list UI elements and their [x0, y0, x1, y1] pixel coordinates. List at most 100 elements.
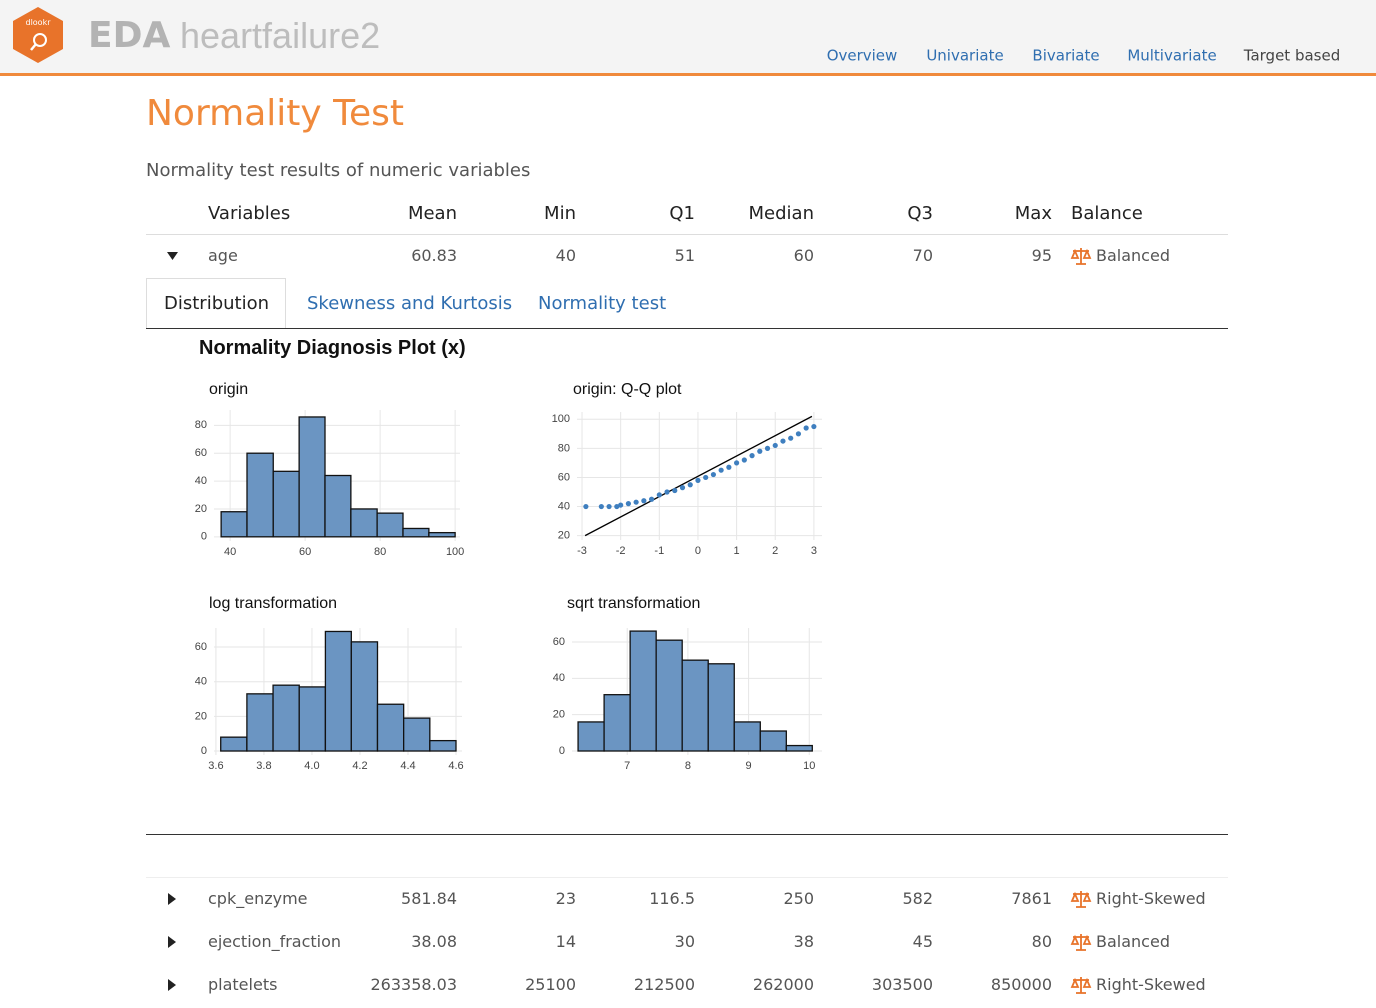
table-cell: 40	[555, 246, 576, 265]
x-tick-label: 4.4	[400, 760, 415, 772]
table-cell: Balanced	[1096, 246, 1170, 265]
x-tick-label: 1	[734, 545, 740, 557]
qq-point	[583, 503, 589, 510]
qq-point	[679, 485, 686, 491]
balance-icon	[1070, 977, 1092, 994]
y-tick-label: 40	[195, 676, 207, 688]
nav-link[interactable]: Multivariate	[1127, 46, 1217, 65]
histogram-bar	[428, 531, 456, 538]
x-tick-label: 60	[299, 546, 311, 558]
histogram-bar	[272, 684, 300, 752]
table-cell: 45	[912, 932, 933, 951]
nav-link[interactable]: Bivariate	[1032, 46, 1100, 65]
dataset-name: heartfailure2	[180, 15, 381, 56]
nav-link[interactable]: Univariate	[926, 46, 1004, 65]
y-tick-label: 60	[195, 447, 207, 459]
qq-point	[664, 489, 670, 495]
column-header: Median	[748, 203, 814, 224]
logo-text: dlookr	[25, 18, 51, 27]
collapse-arrow	[167, 252, 178, 260]
chart-title: sqrt transformation	[567, 595, 700, 612]
chart-title: origin: Q-Q plot	[573, 381, 682, 398]
histogram-bar	[272, 470, 300, 538]
expand-arrow	[168, 893, 176, 905]
y-tick-label: 60	[553, 636, 565, 648]
y-tick-label: 0	[201, 531, 207, 543]
x-tick-label: 9	[746, 760, 752, 772]
histogram-bar	[577, 721, 605, 752]
y-tick-label: 20	[195, 710, 207, 722]
nav-link[interactable]: Overview	[826, 46, 898, 65]
reference-line	[584, 415, 813, 537]
chart-title: log transformation	[209, 595, 337, 612]
qq-point	[598, 503, 604, 510]
qq-point	[710, 471, 717, 478]
y-tick-label: 20	[558, 530, 570, 542]
y-tick-label: 20	[553, 709, 565, 721]
table-cell: 850000	[990, 975, 1052, 994]
histogram-bar	[733, 721, 761, 752]
header: dlookr EDA heartfailure2 Overview Univar…	[0, 0, 1376, 76]
histogram-bar	[402, 527, 430, 538]
qq-point	[641, 498, 647, 504]
table-cell: Balanced	[1096, 932, 1170, 951]
qq-point	[780, 438, 786, 444]
y-tick-label: 40	[558, 500, 570, 512]
table-cell: 14	[555, 932, 576, 951]
table-cell: 212500	[633, 975, 695, 994]
y-tick-label: 20	[195, 503, 207, 515]
histogram-bar	[298, 686, 327, 752]
histogram-bar	[220, 511, 248, 538]
tab[interactable]: Normality test	[538, 293, 667, 314]
tab[interactable]: Skewness and Kurtosis	[307, 293, 513, 314]
subtitle: Normality test results of numeric variab…	[146, 160, 531, 181]
logo: dlookr	[13, 7, 63, 63]
x-tick-label: 3.8	[256, 760, 271, 772]
table-cell: 262000	[752, 975, 814, 994]
qq-point	[764, 445, 771, 451]
table-cell: 116.5	[649, 889, 695, 908]
nav-link[interactable]: Target based	[1243, 46, 1341, 65]
x-tick-label: 2	[772, 545, 778, 557]
y-tick-label: 40	[195, 475, 207, 487]
histogram-bar	[707, 663, 735, 752]
column-header: Balance	[1071, 203, 1143, 224]
active-tab[interactable]	[146, 278, 286, 329]
balance-icon	[1070, 934, 1092, 951]
balance-icon	[1070, 891, 1092, 908]
qq-point	[625, 501, 631, 507]
x-tick-label: 3.6	[208, 760, 223, 772]
qq-point	[633, 499, 639, 505]
x-tick-label: 7	[624, 760, 630, 772]
table-cell: 263358.03	[370, 975, 457, 994]
tab[interactable]: Distribution	[164, 293, 270, 314]
table-cell: 38.08	[411, 932, 457, 951]
y-tick-label: 80	[195, 419, 207, 431]
y-tick-label: 60	[195, 641, 207, 653]
histogram-bar	[324, 630, 352, 752]
app-title: EDA	[88, 15, 171, 56]
y-tick-label: 60	[558, 471, 570, 483]
histogram-bar	[629, 630, 657, 752]
balance-icon	[1070, 248, 1092, 265]
icon-part	[1070, 891, 1092, 908]
detail-rule	[146, 834, 1228, 835]
x-tick-label: 10	[803, 760, 815, 772]
qq-point	[788, 435, 794, 441]
histogram-bar	[298, 416, 326, 538]
column-header: Q1	[669, 203, 695, 224]
y-tick-label: 0	[559, 745, 565, 757]
table-cell: Right-Skewed	[1096, 975, 1206, 994]
table-cell: 581.84	[401, 889, 457, 908]
histogram-bar	[246, 452, 274, 538]
histogram-bar	[376, 703, 405, 752]
table-cell: 23	[555, 889, 576, 908]
x-tick-label: -3	[577, 545, 587, 557]
chart-title: origin	[209, 381, 248, 398]
table-cell: platelets	[208, 975, 278, 994]
y-tick-label: 80	[558, 442, 570, 454]
qq-point	[795, 431, 802, 437]
table-cell: 25100	[525, 975, 576, 994]
